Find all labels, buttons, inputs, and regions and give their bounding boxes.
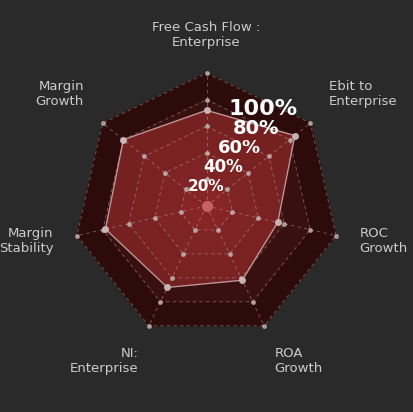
Text: Free Cash Flow :
Enterprise: Free Cash Flow : Enterprise — [152, 21, 261, 49]
Text: NI:
Enterprise: NI: Enterprise — [70, 347, 138, 375]
Polygon shape — [155, 153, 258, 254]
Text: ROA
Growth: ROA Growth — [275, 347, 323, 375]
Polygon shape — [180, 179, 233, 230]
Text: 60%: 60% — [218, 139, 261, 157]
Text: ROC
Growth: ROC Growth — [359, 227, 408, 255]
Text: 40%: 40% — [203, 158, 243, 176]
Text: 100%: 100% — [229, 99, 298, 119]
Polygon shape — [103, 100, 310, 302]
Text: Margin
Stability: Margin Stability — [0, 227, 54, 255]
Text: Margin
Growth: Margin Growth — [36, 80, 84, 108]
Text: 20%: 20% — [188, 179, 225, 194]
Polygon shape — [180, 179, 233, 230]
Text: 80%: 80% — [233, 119, 280, 138]
Text: Ebit to
Enterprise: Ebit to Enterprise — [329, 80, 398, 108]
Polygon shape — [129, 126, 284, 278]
Polygon shape — [105, 110, 295, 288]
Polygon shape — [77, 73, 336, 326]
